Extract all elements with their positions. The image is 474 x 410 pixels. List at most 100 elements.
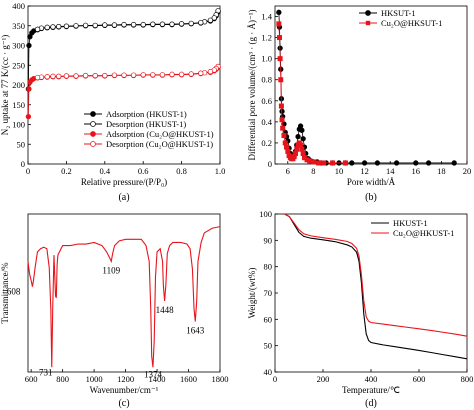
x-axis-label: Temperature/℃ bbox=[342, 385, 400, 395]
x-tick-label: 800 bbox=[461, 374, 474, 384]
data-point bbox=[276, 9, 282, 15]
legend-label: Desorption (Cu₂O@HKUST-1) bbox=[106, 139, 213, 149]
y-tick-label: 0.4 bbox=[261, 117, 272, 127]
data-point bbox=[140, 72, 146, 78]
panel-b-pore-distribution: 6 8 10 12 14 16 18 20 0 0.2 0.4 0.6 0.8 1.0 1.2 1.4 Pore… bbox=[247, 5, 472, 203]
legend-label: Adsorption (Cu₂O@HKUST-1) bbox=[106, 129, 214, 139]
legend-swatch-marker bbox=[90, 111, 96, 117]
data-point bbox=[82, 22, 89, 29]
legend-label: Adsorption (HKUST-1) bbox=[106, 109, 187, 119]
peak-label: 1374 bbox=[144, 369, 163, 379]
x-tick-label: 1000 bbox=[86, 374, 103, 384]
data-point bbox=[198, 70, 204, 76]
data-point bbox=[413, 160, 419, 166]
y-tick-label: 50 bbox=[17, 139, 26, 149]
y-tick-label: 0.2 bbox=[261, 138, 272, 148]
y-tick-label: 1.4 bbox=[261, 12, 272, 22]
x-axis-label: Wavenumber/cm⁻¹ bbox=[90, 385, 159, 395]
y-tick-label: 40 bbox=[264, 367, 273, 377]
data-point bbox=[25, 113, 32, 120]
series-b-1 bbox=[276, 21, 348, 166]
x-tick-label: 0.8 bbox=[176, 166, 187, 176]
x-tick-label: 18 bbox=[437, 166, 446, 176]
data-point bbox=[207, 17, 214, 23]
data-point bbox=[276, 21, 282, 27]
data-point bbox=[121, 21, 127, 28]
data-point bbox=[92, 22, 98, 29]
data-point bbox=[342, 160, 348, 166]
series-a-1 bbox=[34, 8, 221, 32]
legend: Adsorption (HKUST-1)Desorption (HKUST-1)… bbox=[84, 109, 214, 149]
x-tick-label: 600 bbox=[25, 374, 38, 384]
data-point bbox=[50, 73, 56, 79]
data-point bbox=[178, 21, 185, 27]
data-point bbox=[121, 72, 127, 78]
x-tick-label: 8 bbox=[311, 166, 315, 176]
data-point bbox=[298, 142, 304, 148]
data-point bbox=[63, 23, 70, 29]
data-point bbox=[330, 160, 336, 166]
data-point bbox=[393, 160, 400, 166]
data-point bbox=[321, 160, 327, 166]
data-point bbox=[300, 136, 306, 142]
panel-d-tga: 0 200 400 600 800 40 50 60 70 80 90 100 Temperature/… bbox=[247, 209, 473, 409]
y-tick-label: 0.8 bbox=[261, 75, 272, 85]
legend-swatch-marker bbox=[90, 131, 96, 137]
legend-label: Desorption (HKUST-1) bbox=[106, 119, 186, 129]
data-point bbox=[73, 73, 79, 79]
peak-label: 731 bbox=[39, 367, 53, 377]
y-tick-label: 60 bbox=[264, 314, 273, 324]
series-d-0 bbox=[284, 213, 468, 360]
data-point bbox=[361, 160, 368, 166]
x-tick-label: 12 bbox=[360, 166, 369, 176]
series-b-0 bbox=[276, 9, 457, 166]
data-point bbox=[425, 160, 432, 166]
legend-swatch-marker bbox=[90, 141, 96, 147]
x-axis-label: Pore width/Å bbox=[347, 177, 396, 187]
y-axis-label: Differential pore volume/(cm³ · (g · Å)⁻… bbox=[247, 10, 257, 161]
data-point bbox=[26, 86, 32, 92]
series-line bbox=[284, 213, 468, 337]
data-point bbox=[294, 146, 300, 152]
data-point bbox=[102, 72, 108, 79]
data-point bbox=[140, 21, 146, 28]
x-tick-label: 0 bbox=[273, 374, 277, 384]
peak-label: 608 bbox=[7, 287, 21, 297]
data-point bbox=[300, 150, 306, 156]
panel-caption: (c) bbox=[118, 398, 129, 409]
y-tick-label: 70 bbox=[264, 288, 273, 298]
x-tick-label: 0.4 bbox=[99, 166, 110, 176]
y-tick-label: 80 bbox=[264, 262, 273, 272]
x-tick-label: 20 bbox=[463, 166, 472, 176]
y-tick-label: 150 bbox=[12, 100, 25, 110]
y-tick-label: 50 bbox=[264, 341, 273, 351]
data-point bbox=[276, 35, 282, 41]
y-tick-label: 0.6 bbox=[261, 96, 272, 106]
y-tick-label: 350 bbox=[12, 21, 25, 31]
legend-swatch-marker bbox=[90, 121, 96, 127]
y-axis-label: Weight/(wt%) bbox=[247, 268, 257, 319]
x-tick-label: 1600 bbox=[180, 374, 197, 384]
data-point bbox=[73, 23, 79, 29]
data-point bbox=[159, 72, 166, 78]
peak-label: 1643 bbox=[186, 325, 205, 335]
data-point bbox=[278, 77, 284, 83]
x-tick-label: 200 bbox=[317, 374, 330, 384]
y-tick-label: 0 bbox=[268, 159, 272, 169]
data-point bbox=[130, 21, 137, 28]
series-line bbox=[284, 213, 468, 360]
data-point bbox=[207, 68, 214, 75]
panel-caption: (b) bbox=[365, 192, 377, 203]
legend-swatch-marker bbox=[365, 20, 371, 26]
y-tick-label: 200 bbox=[12, 80, 25, 90]
data-point bbox=[56, 73, 62, 79]
data-point bbox=[44, 74, 50, 80]
panel-caption: (a) bbox=[118, 192, 129, 203]
series-d-1 bbox=[284, 213, 468, 337]
data-point bbox=[284, 144, 290, 150]
data-point bbox=[279, 117, 285, 123]
data-point bbox=[282, 140, 288, 146]
data-point bbox=[178, 71, 185, 77]
